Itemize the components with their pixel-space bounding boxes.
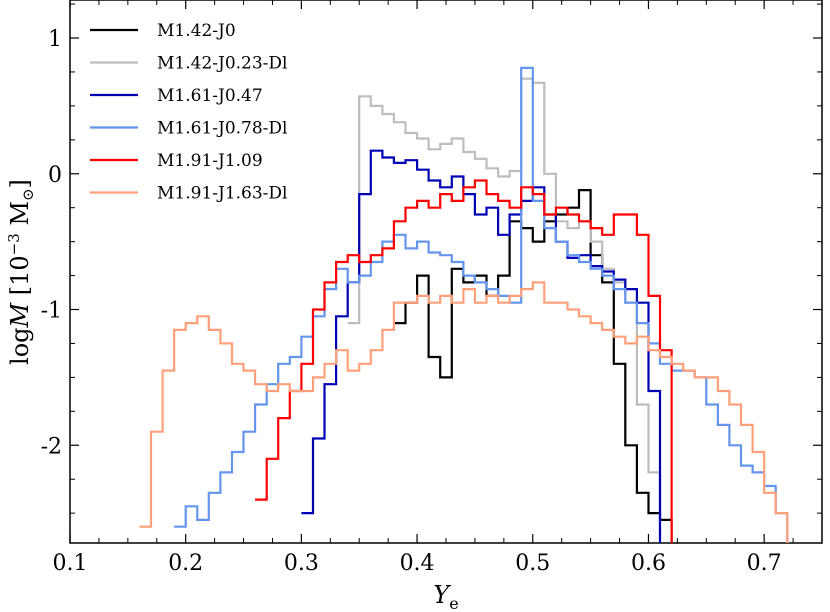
legend: M1.42-J0 M1.42-J0.23-Dl M1.61-J0.47 M1.61-J… [90, 21, 287, 204]
y-tick-label: -2 [41, 434, 62, 459]
y-tick-label: -1 [41, 299, 62, 324]
series-line-5 [255, 179, 673, 543]
y-tick-label: 0 [48, 163, 62, 188]
legend-label: M1.61-J0.47 [157, 86, 263, 106]
ticks-layer: 0.1 0.2 0.3 0.4 0.5 0.6 0.7 1 0 -1 -2 [41, 0, 822, 576]
series-line-4 [174, 66, 789, 543]
legend-label: M1.91-J1.63-Dl [157, 184, 287, 204]
series-layer [139, 66, 789, 543]
series-line-3 [301, 149, 662, 543]
y-axis-label: logM [10−3 M⊙] [5, 179, 37, 365]
x-tick-label: 0.6 [631, 551, 666, 576]
x-tick-label: 0.1 [53, 551, 88, 576]
y-tick-label: 1 [48, 27, 62, 52]
x-tick-label: 0.3 [284, 551, 319, 576]
legend-label: M1.91-J1.09 [157, 151, 263, 171]
series-line-1 [393, 189, 673, 543]
legend-label: M1.61-J0.78-Dl [157, 119, 287, 139]
x-tick-label: 0.4 [400, 551, 435, 576]
legend-label: M1.42-J0.23-Dl [157, 54, 287, 74]
x-axis-label: Ye [433, 581, 458, 612]
series-line-2 [347, 77, 662, 543]
legend-label: M1.42-J0 [157, 21, 236, 41]
x-tick-label: 0.5 [515, 551, 550, 576]
x-tick-label: 0.7 [747, 551, 782, 576]
plot-frame [69, 0, 823, 544]
svg-text:logM [10−3 M⊙]: logM [10−3 M⊙] [5, 179, 37, 365]
series-line-6 [139, 281, 789, 543]
x-tick-label: 0.2 [168, 551, 203, 576]
